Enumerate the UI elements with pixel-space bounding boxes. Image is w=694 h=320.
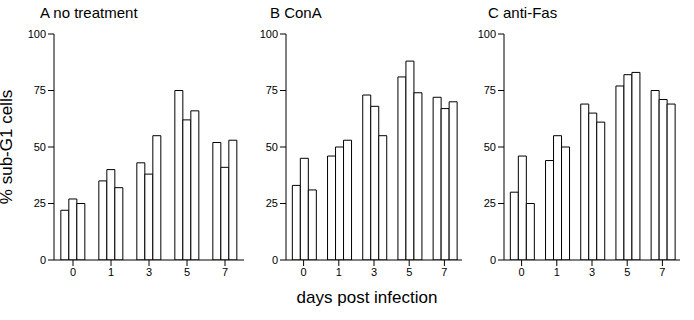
svg-text:75: 75 (266, 84, 278, 96)
svg-text:75: 75 (484, 84, 496, 96)
svg-text:25: 25 (34, 197, 46, 209)
svg-text:100: 100 (478, 28, 496, 40)
svg-text:100: 100 (260, 28, 278, 40)
svg-text:7: 7 (659, 266, 665, 278)
svg-text:% sub-G1 cells: % sub-G1 cells (8, 90, 16, 204)
svg-text:0: 0 (70, 266, 76, 278)
html-text:days post infection: days post infection (296, 288, 438, 307)
svg-text:100: 100 (28, 28, 46, 40)
svg-text:0: 0 (301, 266, 307, 278)
svg-text:1: 1 (336, 266, 342, 278)
svg-text:5: 5 (184, 266, 190, 278)
svg-text:3: 3 (371, 266, 377, 278)
svg-text:5: 5 (624, 266, 630, 278)
svg-text:0: 0 (519, 266, 525, 278)
svg-text:3: 3 (589, 266, 595, 278)
svg-text:1: 1 (108, 266, 114, 278)
svg-text:5: 5 (406, 266, 412, 278)
html-text:A no treatment: A no treatment (40, 4, 138, 21)
html-text:C anti-Fas: C anti-Fas (488, 4, 558, 21)
html-text:B ConA: B ConA (270, 4, 322, 21)
svg-text:3: 3 (146, 266, 152, 278)
svg-text:7: 7 (441, 266, 447, 278)
svg-text:25: 25 (484, 197, 496, 209)
svg-text:50: 50 (266, 141, 278, 153)
svg-text:1: 1 (554, 266, 560, 278)
svg-text:0: 0 (272, 254, 278, 266)
svg-text:25: 25 (266, 197, 278, 209)
svg-text:0: 0 (40, 254, 46, 266)
svg-text:75: 75 (34, 84, 46, 96)
svg-text:50: 50 (484, 141, 496, 153)
svg-text:0: 0 (490, 254, 496, 266)
svg-text:7: 7 (222, 266, 228, 278)
svg-text:50: 50 (34, 141, 46, 153)
